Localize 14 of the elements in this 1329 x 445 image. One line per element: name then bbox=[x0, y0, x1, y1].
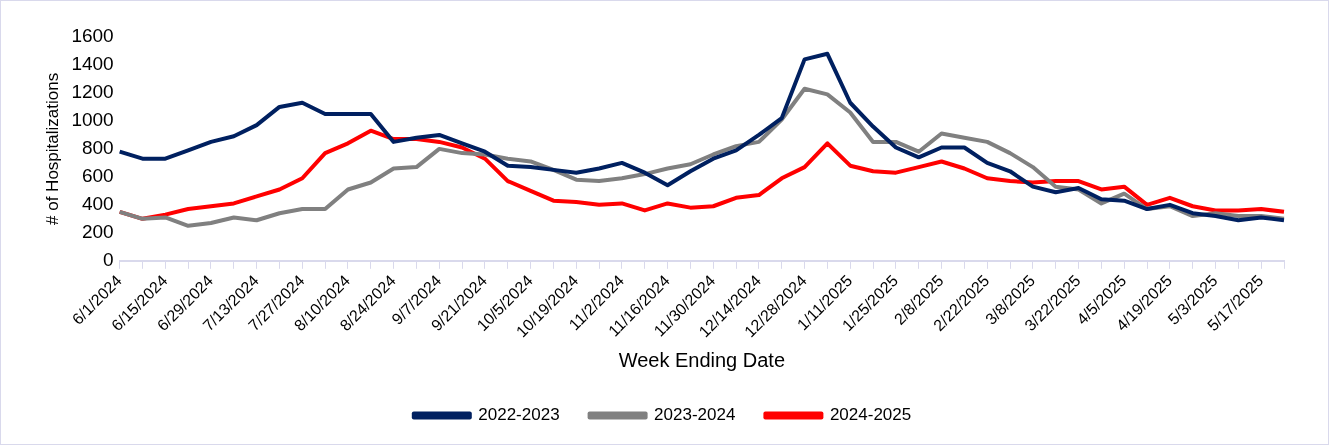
y-tick-label: 200 bbox=[81, 221, 114, 243]
y-tick-label: 400 bbox=[81, 193, 114, 215]
y-tick-label: 800 bbox=[81, 137, 114, 159]
y-tick-label: 0 bbox=[103, 249, 114, 271]
y-axis-title: # of Hospitalizations bbox=[42, 72, 62, 225]
y-tick-label: 1000 bbox=[71, 109, 114, 131]
legend-label: 2024-2025 bbox=[829, 405, 912, 425]
legend-label: 2023-2024 bbox=[654, 405, 736, 425]
y-tick-label: 1600 bbox=[71, 25, 114, 47]
x-axis-title: Week Ending Date bbox=[618, 348, 786, 371]
y-tick-label: 600 bbox=[81, 165, 114, 187]
y-tick-label: 1400 bbox=[71, 53, 114, 75]
y-tick-label: 1200 bbox=[71, 81, 114, 103]
legend-label: 2022-2023 bbox=[478, 405, 560, 425]
